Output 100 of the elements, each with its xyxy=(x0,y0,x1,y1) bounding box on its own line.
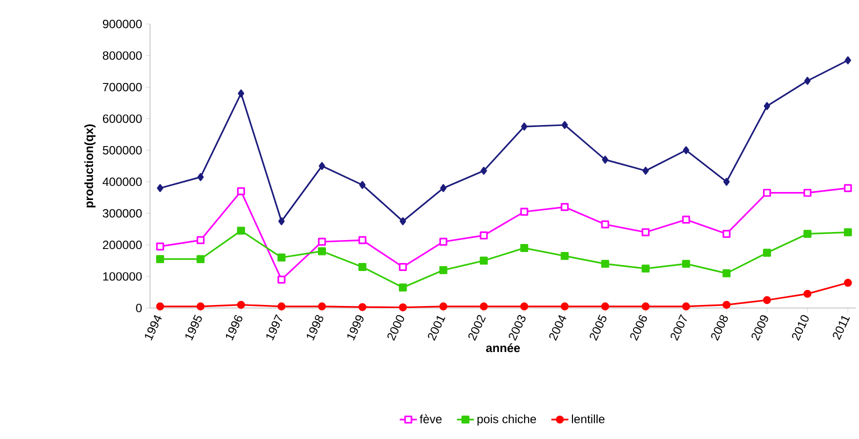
point xyxy=(480,256,488,265)
point xyxy=(803,290,812,298)
x-tick-label: 2002 xyxy=(468,315,486,341)
x-tick-label: 2011 xyxy=(832,316,850,340)
y-tick-label: 600000 xyxy=(102,114,142,123)
point xyxy=(803,230,812,238)
point xyxy=(398,262,407,271)
point xyxy=(560,203,569,212)
point xyxy=(237,226,246,235)
point xyxy=(844,278,852,287)
x-axis-title: année xyxy=(486,343,520,352)
y-tick-label: 400000 xyxy=(102,178,142,186)
y-tick-label: 100000 xyxy=(103,272,142,281)
point xyxy=(398,303,407,312)
point xyxy=(318,162,326,170)
x-tick-label: 2000 xyxy=(387,315,404,341)
point xyxy=(682,146,690,154)
point xyxy=(763,188,771,197)
point xyxy=(400,217,406,226)
point xyxy=(278,217,285,226)
point xyxy=(763,248,771,257)
point xyxy=(682,302,690,310)
x-tick-label: 2007 xyxy=(670,314,687,341)
x-tick-label: 2005 xyxy=(590,314,606,341)
point xyxy=(844,228,852,236)
x-tick-label: 2004 xyxy=(549,315,566,341)
point xyxy=(238,89,244,98)
point xyxy=(682,216,690,224)
point xyxy=(318,238,326,246)
point xyxy=(480,166,487,175)
point xyxy=(763,296,771,304)
point xyxy=(439,238,448,246)
y-tick-label: 300000 xyxy=(102,209,142,218)
point xyxy=(440,184,447,192)
point xyxy=(156,184,164,192)
point xyxy=(602,156,608,164)
y-tick-label: 0 xyxy=(136,304,142,312)
point xyxy=(480,302,488,310)
x-tick-label: 1996 xyxy=(226,315,242,340)
x-tick-label: 2003 xyxy=(508,315,526,341)
point xyxy=(560,302,569,310)
y-axis-title: production(qx) xyxy=(84,124,96,208)
point xyxy=(197,173,204,182)
y-tick-label: 800000 xyxy=(102,51,142,60)
x-tick-label: 2008 xyxy=(711,315,728,341)
point xyxy=(156,242,164,250)
point xyxy=(196,302,205,310)
point xyxy=(358,236,366,244)
x-tick-label: 1998 xyxy=(306,315,324,340)
point xyxy=(278,254,286,262)
x-tick-label: 1994 xyxy=(144,315,162,340)
legend-label: fève xyxy=(420,414,442,424)
point xyxy=(764,102,770,110)
point xyxy=(560,252,569,260)
point xyxy=(278,302,286,310)
x-tick-label: 2006 xyxy=(630,315,647,341)
x-tick-label: 1997 xyxy=(266,314,282,340)
point xyxy=(520,302,528,310)
point xyxy=(520,244,528,252)
point xyxy=(642,228,650,236)
point xyxy=(398,284,407,292)
point xyxy=(358,262,366,271)
point xyxy=(722,230,731,238)
point xyxy=(601,302,610,310)
point xyxy=(844,56,852,64)
x-tick-label: 2010 xyxy=(792,315,809,341)
point xyxy=(237,187,246,196)
x-tick-label: 1995 xyxy=(185,314,202,340)
y-tick-label: 200000 xyxy=(102,240,142,250)
legend-label: pois chiche xyxy=(478,414,536,426)
x-tick-label: 2009 xyxy=(752,315,768,341)
point xyxy=(682,260,690,268)
point xyxy=(196,255,205,264)
point xyxy=(601,260,610,268)
x-tick-label: 2001 xyxy=(428,316,446,341)
point xyxy=(480,231,488,240)
y-tick-label: 900000 xyxy=(102,20,142,28)
point xyxy=(642,302,650,310)
point xyxy=(722,269,731,278)
point xyxy=(196,236,205,244)
point xyxy=(278,276,286,284)
y-tick-label: 700000 xyxy=(102,82,142,92)
point xyxy=(722,300,731,309)
point xyxy=(318,247,326,256)
point xyxy=(642,166,649,175)
point xyxy=(439,302,448,310)
y-tick-label: 500000 xyxy=(102,146,142,154)
point xyxy=(318,302,326,310)
point xyxy=(562,120,568,129)
point xyxy=(804,76,811,85)
point xyxy=(439,266,448,274)
legend-label: lentille xyxy=(572,414,604,424)
point xyxy=(844,184,852,192)
point xyxy=(601,220,610,228)
point xyxy=(156,255,164,264)
point xyxy=(237,300,246,309)
x-tick-label: 1999 xyxy=(347,315,364,340)
point xyxy=(642,264,650,273)
point xyxy=(723,178,730,186)
point xyxy=(520,208,528,216)
